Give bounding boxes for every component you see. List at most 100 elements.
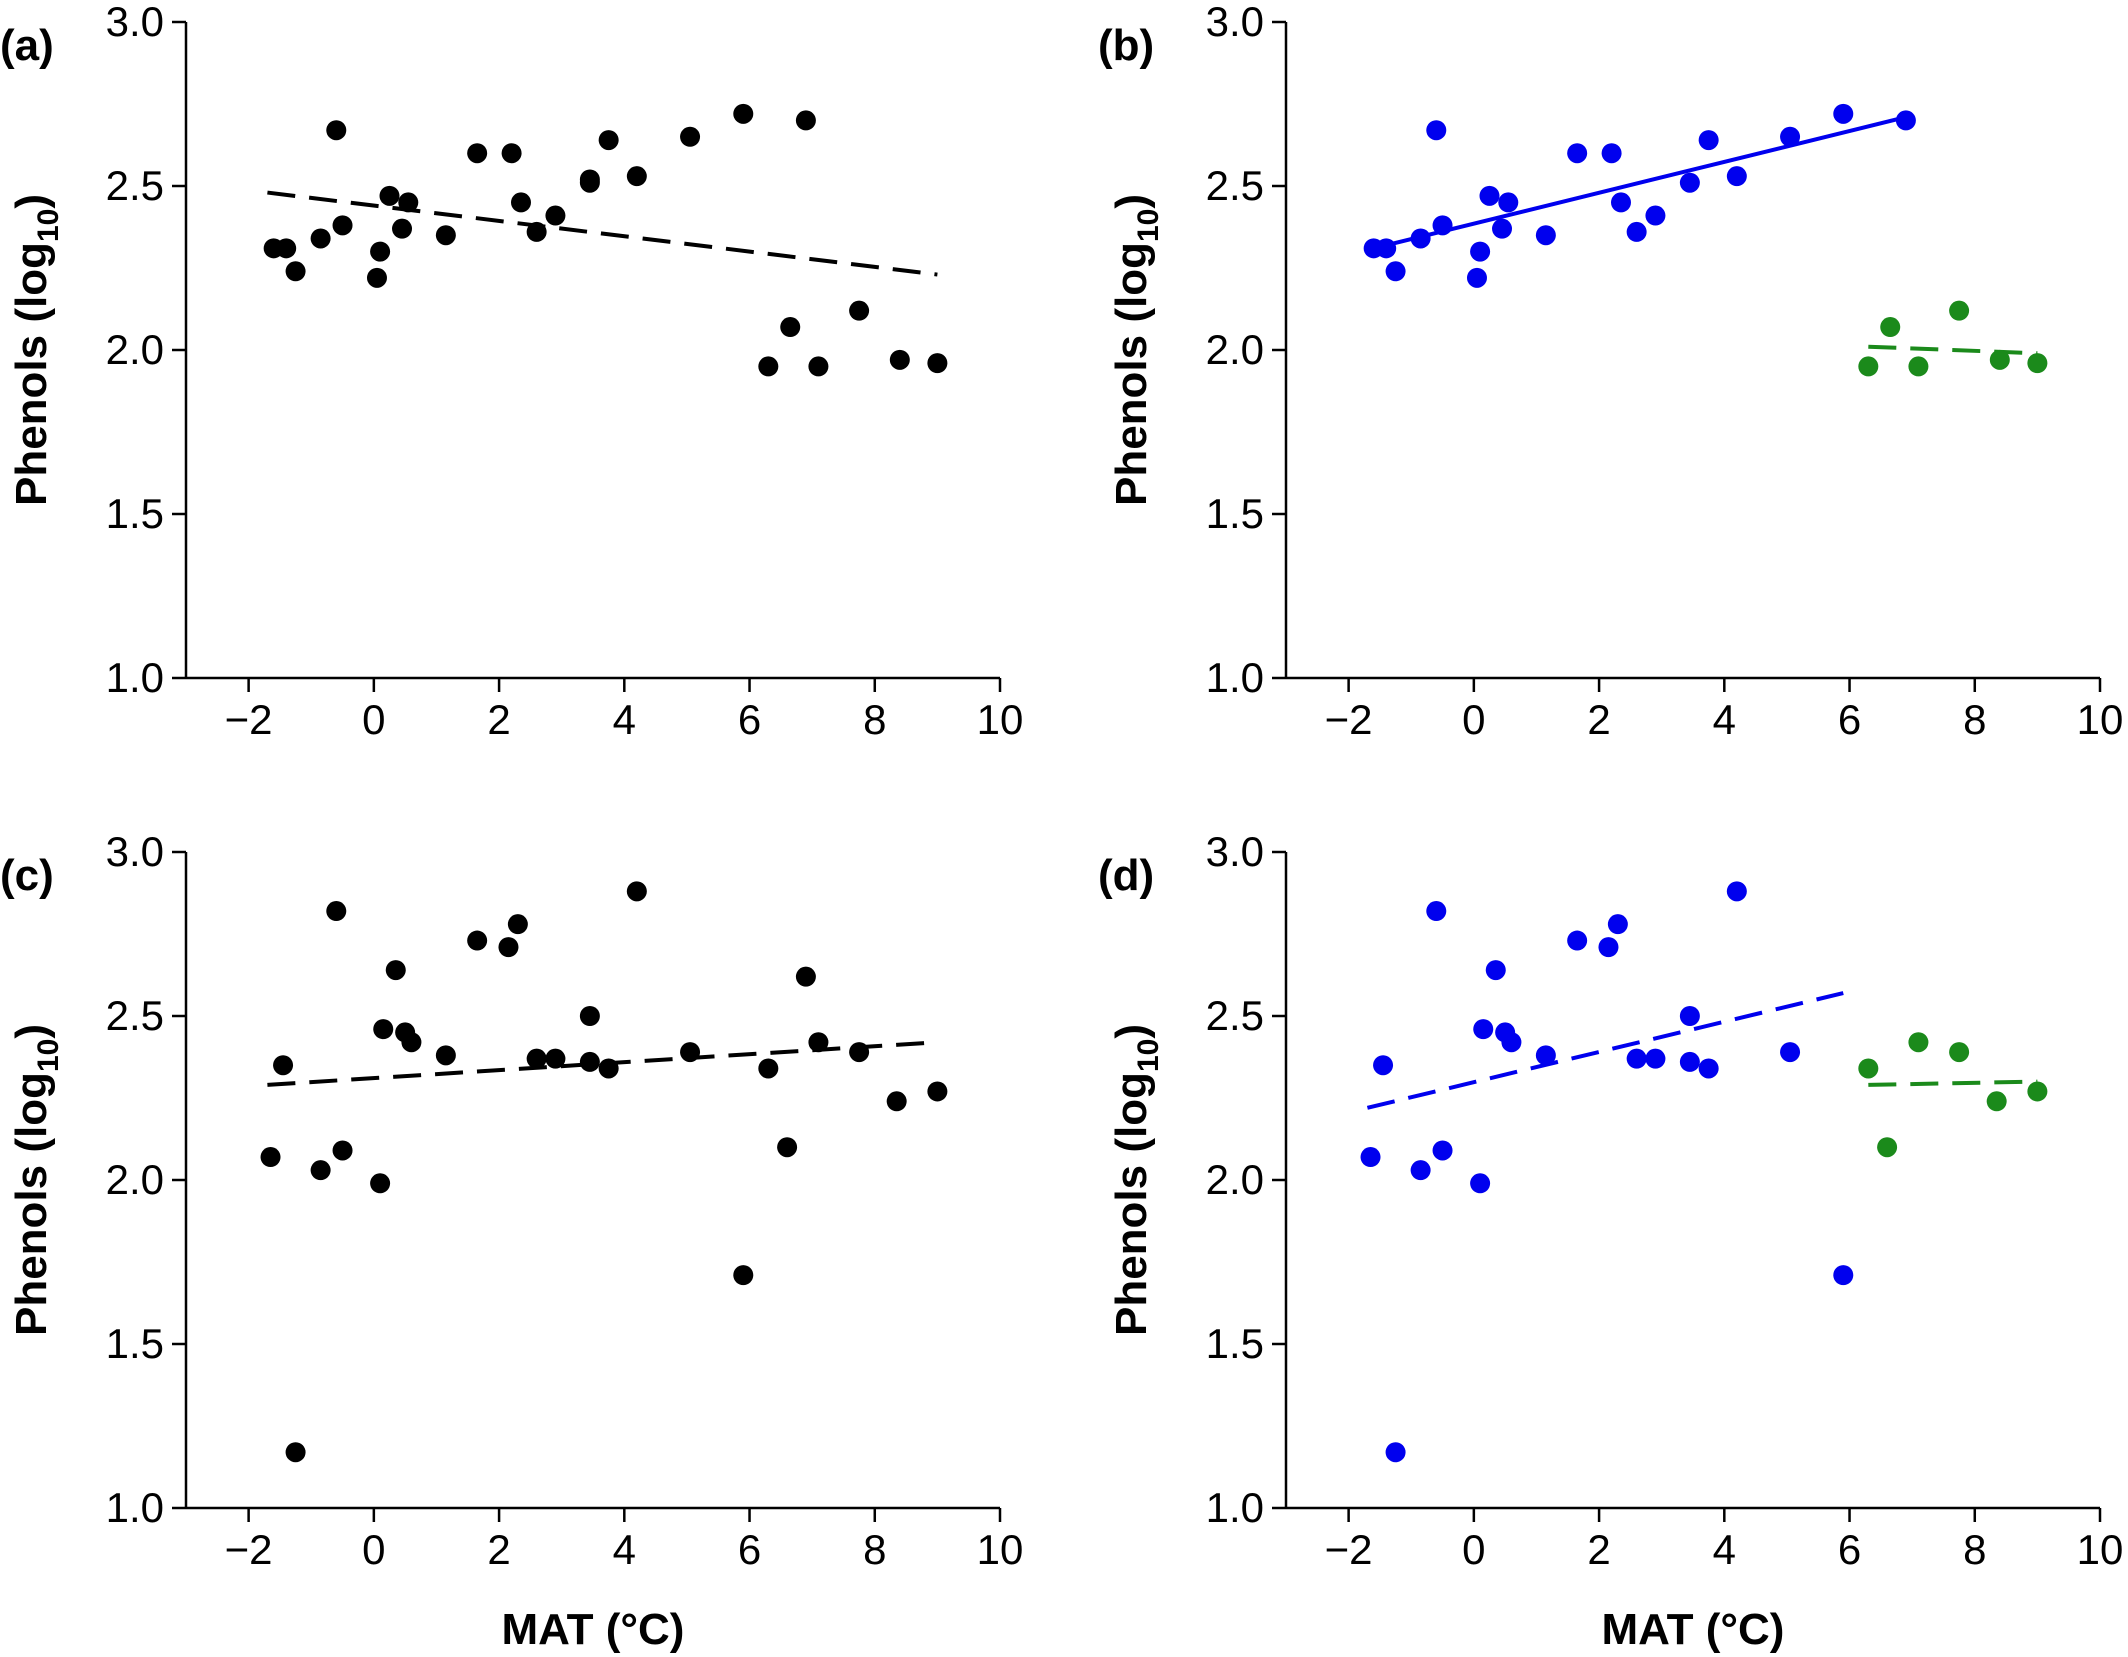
data-point: [1432, 215, 1453, 236]
data-point: [849, 300, 870, 321]
data-point: [1426, 120, 1447, 141]
panel-label: (b): [1098, 21, 1154, 70]
data-point: [626, 166, 647, 187]
data-point: [1373, 1055, 1394, 1076]
data-point: [501, 143, 522, 164]
data-point: [1679, 172, 1700, 193]
x-tick-label: 8: [863, 1526, 886, 1573]
panel-label: (a): [0, 21, 54, 70]
x-tick-label: 0: [362, 696, 385, 743]
y-tick-label: 1.0: [106, 1484, 164, 1531]
x-tick-label: 10: [977, 1526, 1024, 1573]
y-axis-title-main: Phenols (log: [7, 242, 56, 506]
data-point: [927, 1081, 948, 1102]
x-tick-label: 6: [1838, 1526, 1861, 1573]
data-point: [1877, 1137, 1898, 1158]
data-point: [332, 215, 353, 236]
data-point: [370, 1173, 391, 1194]
data-point: [1698, 130, 1719, 151]
data-point: [808, 356, 829, 377]
data-point: [598, 130, 619, 151]
x-tick-label: 8: [1963, 1526, 1986, 1573]
x-tick-label: 2: [1587, 1526, 1610, 1573]
y-axis-title-close: ): [7, 194, 56, 209]
data-point: [285, 1442, 306, 1463]
data-point: [1833, 1265, 1854, 1286]
panel-label: (d): [1098, 851, 1154, 900]
data-point: [1432, 1140, 1453, 1161]
data-point: [1501, 1032, 1522, 1053]
data-point: [1880, 317, 1901, 338]
x-tick-label: 8: [1963, 696, 1986, 743]
x-tick-label: 4: [613, 1526, 636, 1573]
data-point: [1470, 1173, 1491, 1194]
data-point: [1466, 267, 1487, 288]
x-tick-label: 6: [738, 696, 761, 743]
data-point: [385, 960, 406, 981]
data-point: [1567, 930, 1588, 951]
data-point: [733, 1265, 754, 1286]
data-point: [579, 169, 600, 190]
data-point: [260, 1147, 281, 1168]
data-point: [1908, 1032, 1929, 1053]
data-point: [510, 192, 531, 213]
y-tick-label: 2.0: [1206, 1156, 1264, 1203]
data-point: [435, 225, 456, 246]
y-tick-label: 1.0: [106, 654, 164, 701]
x-tick-label: 8: [863, 696, 886, 743]
y-tick-label: 1.5: [106, 1320, 164, 1367]
y-tick-label: 3.0: [106, 0, 164, 45]
data-point: [1949, 1042, 1970, 1063]
data-point: [1679, 1006, 1700, 1026]
data-point: [626, 881, 647, 902]
y-tick-label: 2.5: [1206, 992, 1264, 1039]
x-tick-label: 2: [487, 1526, 510, 1573]
data-point: [680, 126, 701, 147]
data-point: [467, 143, 488, 164]
x-tick-label: 10: [2077, 1526, 2124, 1573]
y-tick-label: 3.0: [106, 828, 164, 875]
fit-line: [1868, 344, 2038, 356]
x-tick-label: 4: [613, 696, 636, 743]
y-tick-label: 1.0: [1206, 654, 1264, 701]
x-tick-label: 6: [738, 1526, 761, 1573]
y-axis-title: Phenols (log10): [7, 1024, 65, 1336]
data-point: [808, 1032, 829, 1053]
y-axis-title-main: Phenols (log: [1107, 242, 1156, 506]
data-point: [310, 1160, 331, 1181]
data-point: [1780, 1042, 1801, 1063]
x-tick-label: −2: [1325, 696, 1373, 743]
data-point: [579, 1006, 600, 1026]
y-tick-label: 2.0: [1206, 326, 1264, 373]
data-point: [332, 1140, 353, 1161]
x-tick-label: 0: [1462, 696, 1485, 743]
x-tick-label: −2: [1325, 1526, 1373, 1573]
data-point: [1645, 205, 1666, 226]
data-point: [1610, 192, 1631, 213]
data-point: [1385, 261, 1406, 282]
y-tick-label: 2.5: [1206, 162, 1264, 209]
data-point: [326, 901, 347, 922]
data-point: [545, 205, 566, 226]
y-tick-label: 2.5: [106, 992, 164, 1039]
data-point: [777, 1137, 798, 1158]
data-point: [927, 353, 948, 374]
data-point: [1626, 221, 1647, 242]
data-point: [1780, 126, 1801, 147]
x-tick-label: 2: [487, 696, 510, 743]
data-point: [398, 192, 419, 213]
y-axis-title-close: ): [7, 1024, 56, 1039]
data-point: [758, 356, 779, 377]
y-tick-label: 3.0: [1206, 0, 1264, 45]
data-point: [545, 1048, 566, 1069]
data-point: [1908, 356, 1929, 377]
data-point: [498, 937, 519, 958]
data-point: [310, 228, 331, 249]
data-point: [1989, 349, 2010, 370]
y-tick-label: 1.5: [1206, 490, 1264, 537]
data-point: [1479, 185, 1500, 206]
data-point: [1360, 1147, 1381, 1168]
fit-line: [267, 190, 938, 277]
data-point: [1598, 937, 1619, 958]
